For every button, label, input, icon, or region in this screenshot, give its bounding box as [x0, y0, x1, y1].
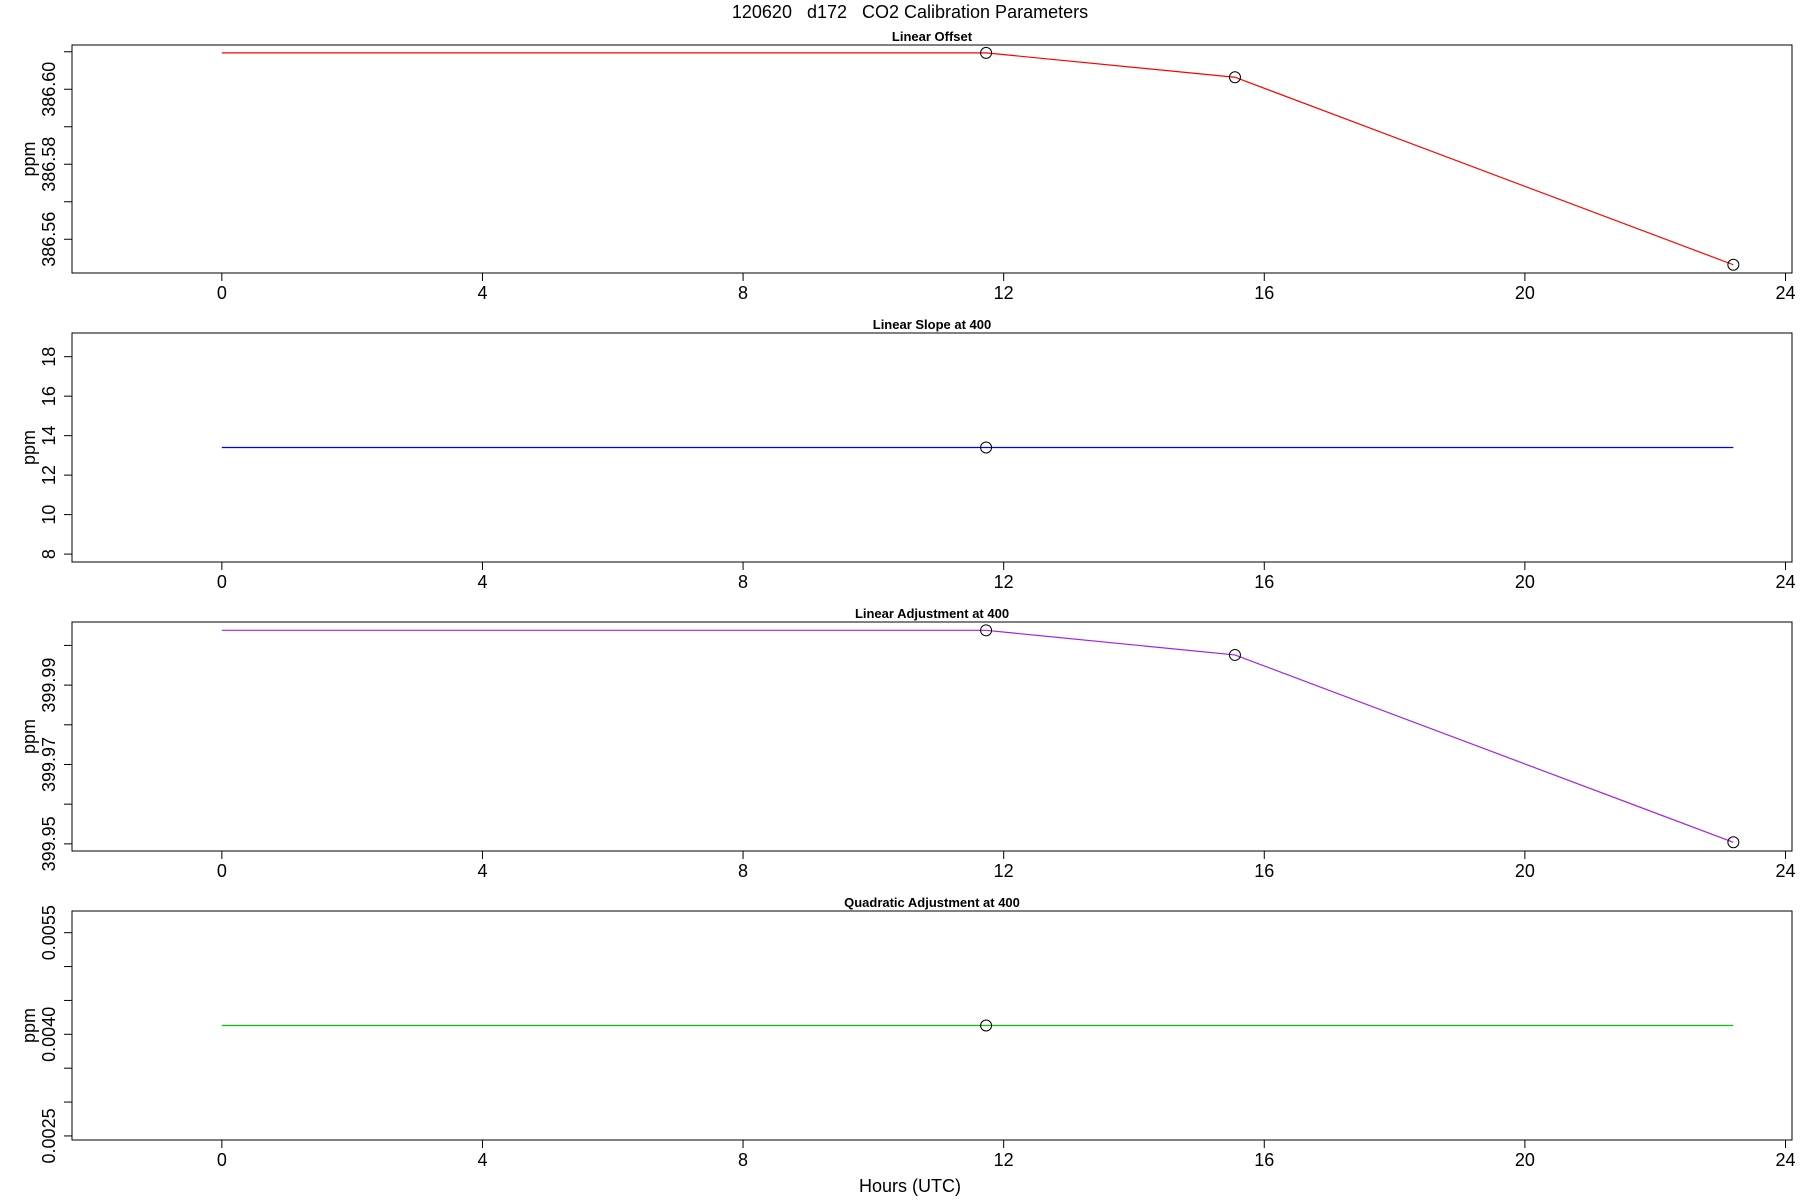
- x-tick-label: 16: [1254, 861, 1274, 881]
- y-tick-label: 0.0055: [39, 905, 59, 960]
- x-axis: 0 4 8 12 16 20 24: [217, 272, 1796, 303]
- panel-4: Quadratic Adjustment at 400 0 4 8 12 16 20 24 0.…: [19, 895, 1796, 1170]
- panel-title: Quadratic Adjustment at 400: [844, 895, 1020, 910]
- panel-title: Linear Slope at 400: [873, 317, 992, 332]
- data-point: [1727, 258, 1740, 271]
- y-tick-label: 399.95: [39, 816, 59, 871]
- series-line: [221, 629, 1734, 843]
- x-tick-label: 0: [217, 283, 227, 303]
- y-tick-label: 399.99: [39, 658, 59, 713]
- x-tick-label: 20: [1515, 861, 1535, 881]
- data-point: [980, 624, 993, 637]
- y-axis-label: ppm: [19, 430, 39, 465]
- x-tick-label: 24: [1775, 283, 1795, 303]
- panel-2: Linear Slope at 400 0 4 8 12 16 20 24 8 10 12 14 16 1…: [19, 317, 1796, 592]
- y-tick-label: 386.56: [39, 212, 59, 267]
- y-tick-label: 12: [39, 465, 59, 485]
- y-axis: 8 10 12 14 16 18: [39, 347, 73, 559]
- y-tick-label: 16: [39, 386, 59, 406]
- x-axis: 0 4 8 12 16 20 24: [217, 561, 1796, 592]
- x-tick-label: 16: [1254, 572, 1274, 592]
- x-tick-label: 12: [994, 572, 1014, 592]
- x-tick-label: 4: [477, 572, 487, 592]
- x-tick-label: 8: [738, 283, 748, 303]
- y-tick-label: 0.0025: [39, 1108, 59, 1163]
- x-tick-label: 12: [994, 861, 1014, 881]
- y-tick-label: 386.58: [39, 137, 59, 192]
- data-point: [980, 441, 993, 454]
- series-line: [221, 52, 1734, 266]
- x-tick-label: 20: [1515, 1150, 1535, 1170]
- y-tick-label: 8: [39, 549, 59, 559]
- data-point: [980, 1019, 993, 1032]
- y-tick-label: 18: [39, 347, 59, 367]
- panel-title: Linear Adjustment at 400: [855, 606, 1009, 621]
- x-tick-label: 20: [1515, 283, 1535, 303]
- data-point: [1228, 648, 1241, 661]
- x-tick-label: 0: [217, 572, 227, 592]
- y-tick-label: 10: [39, 505, 59, 525]
- x-tick-label: 4: [477, 1150, 487, 1170]
- y-axis-label: ppm: [19, 719, 39, 754]
- x-tick-label: 12: [994, 283, 1014, 303]
- y-axis-label: ppm: [19, 1008, 39, 1043]
- figure-title: 120620 d172 CO2 Calibration Parameters: [732, 2, 1088, 22]
- x-tick-label: 0: [217, 1150, 227, 1170]
- x-tick-label: 8: [738, 861, 748, 881]
- panel-3: Linear Adjustment at 400 0 4 8 12 16 20 24 399.9…: [19, 606, 1796, 881]
- x-axis: 0 4 8 12 16 20 24: [217, 850, 1796, 881]
- x-tick-label: 8: [738, 1150, 748, 1170]
- y-axis-label: ppm: [19, 141, 39, 176]
- data-point: [980, 46, 993, 59]
- x-axis-label: Hours (UTC): [859, 1176, 961, 1196]
- x-tick-label: 16: [1254, 283, 1274, 303]
- y-axis: 0.0025 0.0040 0.0055: [39, 905, 73, 1163]
- x-tick-label: 0: [217, 861, 227, 881]
- y-tick-label: 386.60: [39, 62, 59, 117]
- x-tick-label: 8: [738, 572, 748, 592]
- y-axis: 386.56 386.58 386.60: [39, 51, 73, 273]
- x-tick-label: 4: [477, 283, 487, 303]
- y-tick-label: 399.97: [39, 737, 59, 792]
- plot-frame: [71, 44, 1793, 274]
- x-tick-label: 24: [1775, 861, 1795, 881]
- x-axis: 0 4 8 12 16 20 24: [217, 1139, 1796, 1170]
- x-tick-label: 24: [1775, 1150, 1795, 1170]
- y-axis: 399.95 399.97 399.99: [39, 644, 73, 871]
- x-tick-label: 4: [477, 861, 487, 881]
- plot-frame: [71, 621, 1793, 852]
- x-tick-label: 16: [1254, 1150, 1274, 1170]
- data-point: [1727, 836, 1740, 849]
- panel-title: Linear Offset: [892, 29, 973, 44]
- y-tick-label: 0.0040: [39, 1007, 59, 1062]
- data-point: [1228, 71, 1241, 84]
- x-tick-label: 20: [1515, 572, 1535, 592]
- y-tick-label: 14: [39, 426, 59, 446]
- x-tick-label: 24: [1775, 572, 1795, 592]
- x-tick-label: 12: [994, 1150, 1014, 1170]
